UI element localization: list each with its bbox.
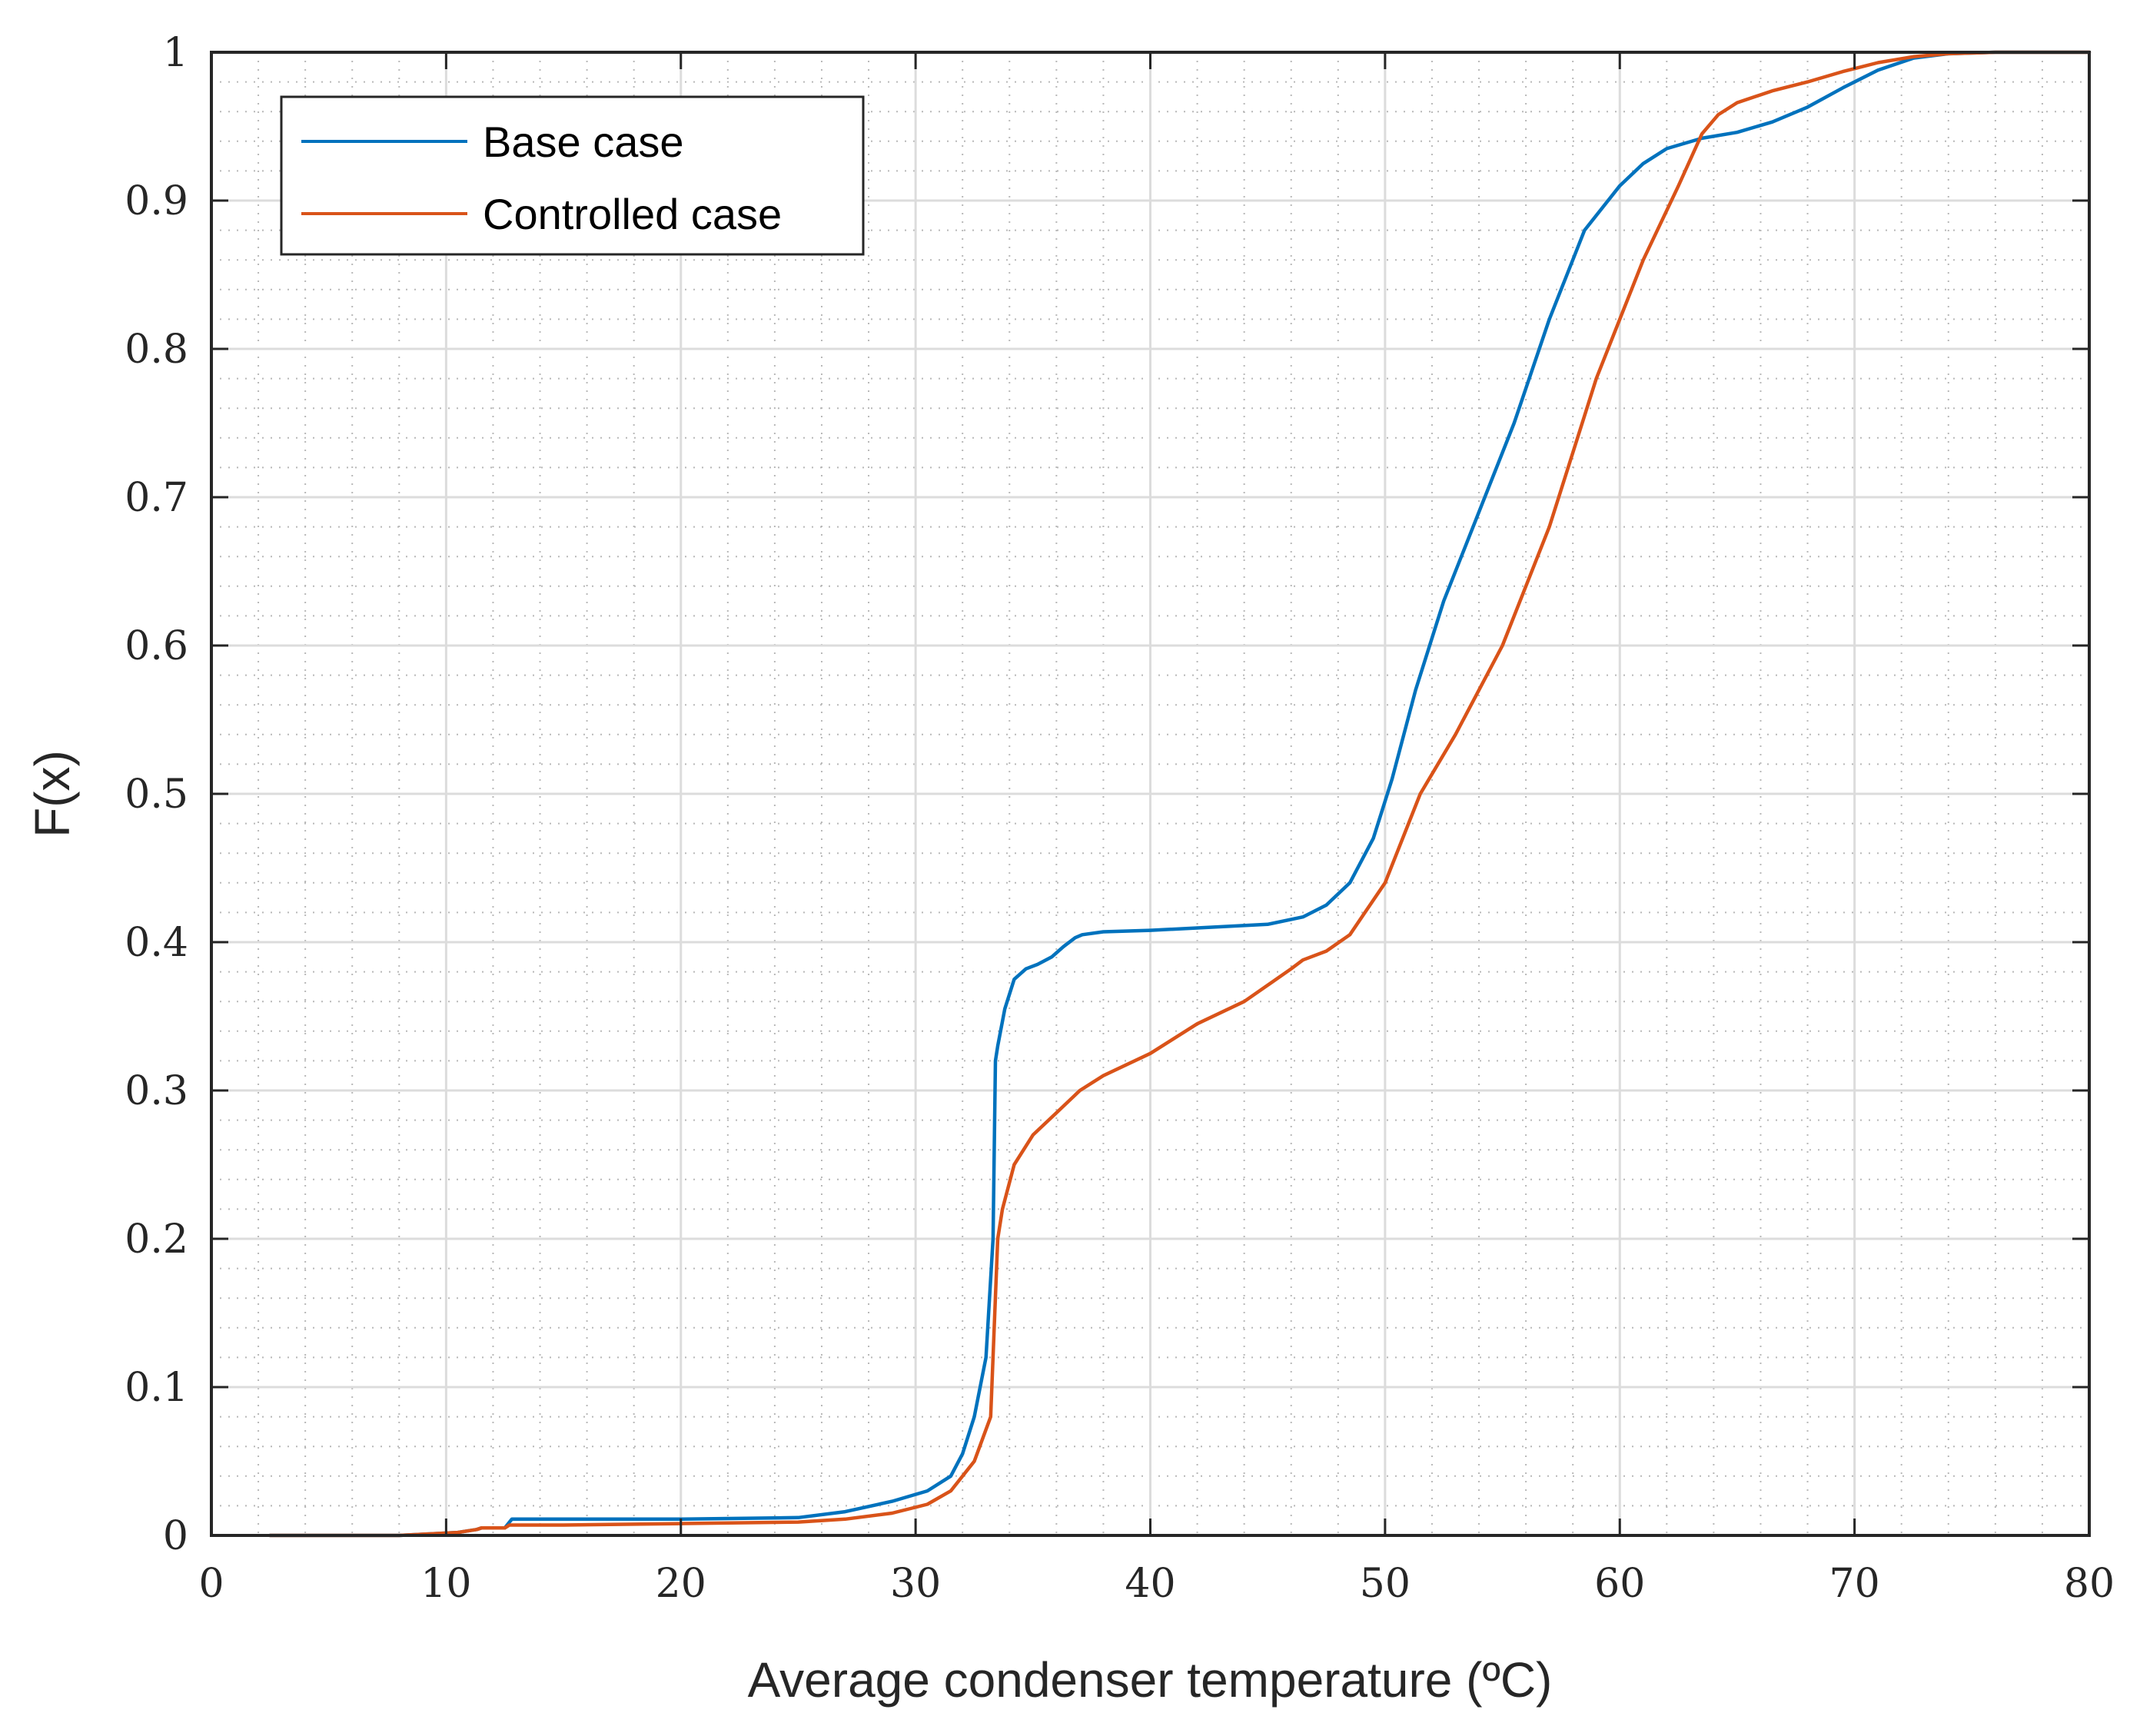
x-tick-label: 10 [420,1561,471,1607]
legend: Base case Controlled case [280,95,865,256]
x-axis-label: Average condenser temperature (ºC) [748,1652,1553,1708]
y-tick-label: 0.2 [125,1217,188,1263]
y-tick-label: 0.3 [125,1068,188,1114]
x-tick-label: 60 [1594,1561,1645,1607]
y-tick-labels: 0 0.1 0.2 0.3 0.4 0.5 0.6 0.7 0.8 0.9 1 [125,30,188,1559]
y-axis-label: F(x) [25,750,80,838]
y-tick-label: 0 [163,1513,188,1559]
x-tick-label: 80 [2064,1561,2115,1607]
y-tick-label: 0.7 [125,475,188,521]
y-tick-label: 1 [163,30,188,76]
legend-label-controlled-case: Controlled case [483,190,782,238]
x-tick-label: 70 [1829,1561,1880,1607]
series-line-base-case [268,50,2092,1538]
x-tick-label: 50 [1360,1561,1411,1607]
y-tick-label: 0.6 [125,623,188,669]
y-tick-label: 0.4 [125,920,188,966]
legend-label-base-case: Base case [483,118,684,166]
legend-box [280,95,865,256]
x-tick-label: 40 [1125,1561,1175,1607]
x-tick-labels: 0 10 20 30 40 50 60 70 80 [198,1561,2115,1607]
x-tick-label: 0 [198,1561,224,1607]
x-tick-label: 20 [656,1561,706,1607]
y-tick-label: 0.8 [125,327,188,373]
axis-ticks [210,51,2091,1537]
y-tick-label: 0.5 [125,772,188,818]
y-tick-label: 0.1 [125,1365,188,1411]
x-tick-label: 30 [890,1561,941,1607]
y-tick-label: 0.9 [125,178,188,224]
